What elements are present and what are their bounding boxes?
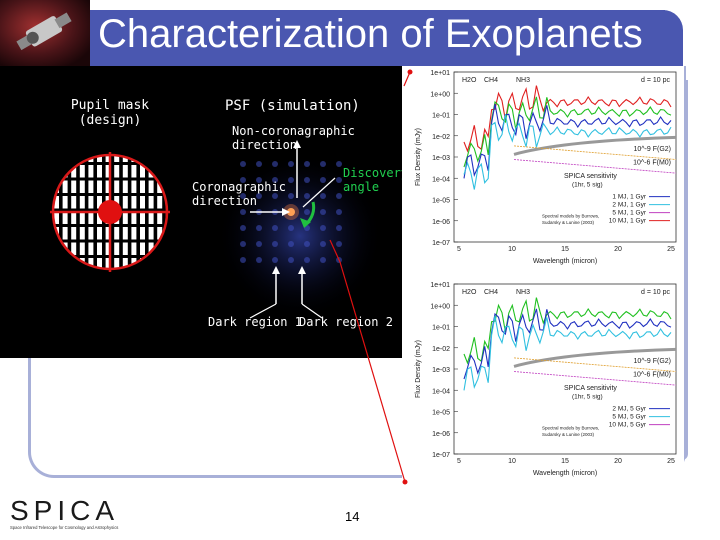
models-credit-2: Sudarsky & Lunine (2003) [542, 432, 595, 437]
distance-label: d = 10 pc [641, 77, 670, 84]
legend-entry: 5 MJ, 5 Gyr [612, 414, 646, 421]
fg2-label: 10^-9 F(G2) [633, 146, 671, 153]
ytick-label: 1e-04 [432, 388, 450, 395]
spica-logo-text: SPICA [10, 496, 119, 526]
coro-line1: Coronagraphic [192, 180, 286, 194]
ytick-label: 1e-02 [432, 134, 450, 141]
x-axis-label: Wavelength (micron) [533, 258, 597, 265]
disc-line1: Discovery [343, 166, 409, 180]
fm0-label: 10^-6 F(M0) [633, 372, 671, 379]
disc-line2: angle [343, 180, 380, 194]
ytick-label: 1e-03 [432, 155, 450, 162]
xtick-label: 10 [508, 246, 516, 253]
dark-region-2-label: Dark region 2 [299, 315, 393, 329]
y-axis-label: Flux Density (mJy) [415, 340, 422, 398]
xtick-label: 25 [667, 246, 675, 253]
ytick-label: 1e-04 [432, 176, 450, 183]
xtick-label: 25 [667, 458, 675, 465]
sensitivity-label: SPICA sensitivity [564, 385, 617, 392]
legend-entry: 2 MJ, 1 Gyr [612, 202, 646, 209]
legend-entry: 10 MJ, 5 Gyr [609, 422, 647, 429]
xtick-label: 20 [614, 458, 622, 465]
models-credit-2: Sudarsky & Lunine (2003) [542, 220, 595, 225]
ytick-label: 1e+00 [430, 303, 450, 310]
ytick-label: 1e+01 [430, 70, 450, 77]
ytick-label: 1e+01 [430, 282, 450, 289]
xtick-label: 10 [508, 458, 516, 465]
xtick-label: 5 [457, 246, 461, 253]
fm0-label: 10^-6 F(M0) [633, 160, 671, 167]
coro-line2: direction [192, 194, 258, 208]
molecule-nh3: NH3 [516, 289, 530, 296]
dark-region-1-label: Dark region 1 [208, 315, 302, 329]
telescope-image [0, 0, 90, 66]
ytick-label: 1e-01 [432, 113, 450, 120]
molecule-ch4: CH4 [484, 77, 498, 84]
ytick-label: 1e-02 [432, 346, 450, 353]
xtick-label: 15 [561, 458, 569, 465]
spica-logo-subtitle: Space Infrared Telescope for Cosmology a… [10, 525, 118, 530]
coronagraphic-label: Coronagraphic direction [192, 180, 286, 208]
slide-number: 14 [345, 509, 360, 524]
models-credit-1: Spectral models by Burrows, [542, 213, 599, 218]
xtick-label: 5 [457, 458, 461, 465]
ytick-label: 1e-06 [432, 431, 450, 438]
legend-entry: 2 MJ, 5 Gyr [612, 406, 646, 413]
spectrum-plots: 1e+01 1e+00 1e-01 1e-02 1e-03 1e-04 1e-05 1e-06… [402, 66, 684, 494]
psf-label: PSF (simulation) [225, 98, 360, 114]
ytick-label: 1e-06 [432, 219, 450, 226]
ytick-label: 1e-05 [432, 410, 450, 417]
ytick-label: 1e-07 [432, 240, 450, 247]
spectrum-plot-bottom: 1e+01 1e+00 1e-01 1e-02 1e-03 1e-04 1e-05 1e-06… [402, 278, 684, 490]
ytick-label: 1e-07 [432, 452, 450, 459]
pupil-label-line2: (design) [78, 113, 142, 128]
spica-logo: SPICA Space Infrared Telescope for Cosmo… [8, 495, 133, 532]
x-axis-label: Wavelength (micron) [533, 470, 597, 477]
molecule-nh3: NH3 [516, 77, 530, 84]
ytick-label: 1e-03 [432, 367, 450, 374]
legend-entry: 10 MJ, 1 Gyr [609, 218, 647, 225]
models-credit-1: Spectral models by Burrows, [542, 425, 599, 430]
spectrum-plot-top: 1e+01 1e+00 1e-01 1e-02 1e-03 1e-04 1e-05 1e-06… [402, 66, 684, 278]
sensitivity-sub: (1hr, 5 sig) [572, 182, 603, 189]
sensitivity-label: SPICA sensitivity [564, 173, 617, 180]
ytick-label: 1e-01 [432, 325, 450, 332]
ytick-label: 1e+00 [430, 91, 450, 98]
slide-title: Characterization of Exoplanets [98, 12, 643, 56]
molecule-ch4: CH4 [484, 289, 498, 296]
fg2-label: 10^-9 F(G2) [633, 358, 671, 365]
molecule-h2o: H2O [462, 77, 477, 84]
legend-entry: 1 MJ, 1 Gyr [612, 194, 646, 201]
pupil-label-line1: Pupil mask [70, 98, 150, 113]
molecule-h2o: H2O [462, 289, 477, 296]
non-coronagraphic-label: Non-coronagraphic direction [232, 124, 355, 152]
title-bar [90, 10, 683, 68]
distance-label: d = 10 pc [641, 289, 670, 296]
y-axis-label: Flux Density (mJy) [415, 128, 422, 186]
non-coro-line1: Non-coronagraphic [232, 124, 355, 138]
psf-panel: Pupil mask (design) PSF (simulation) Non… [0, 66, 420, 358]
legend-entry: 5 MJ, 1 Gyr [612, 210, 646, 217]
ytick-label: 1e-05 [432, 198, 450, 205]
xtick-label: 20 [614, 246, 622, 253]
xtick-label: 15 [561, 246, 569, 253]
non-coro-line2: direction [232, 138, 298, 152]
pupil-mask-label: Pupil mask (design) [55, 98, 165, 128]
discovery-angle-label: Discovery angle [343, 166, 408, 194]
sensitivity-sub: (1hr, 5 sig) [572, 394, 603, 401]
